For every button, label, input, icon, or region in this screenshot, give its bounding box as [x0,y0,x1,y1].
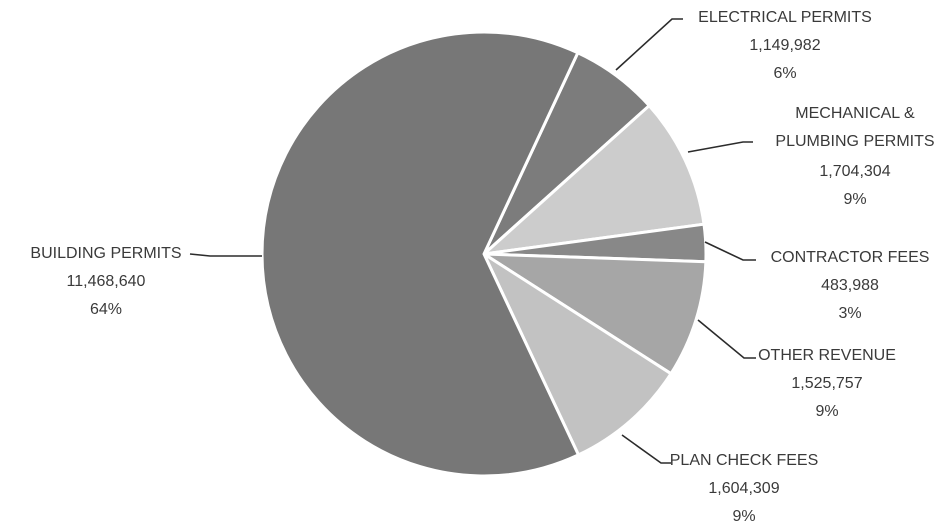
pie-slice-other-revenue [482,252,708,376]
pie-slices [260,30,708,478]
slice-percent-mechanical-plumbing-permits: 9% [843,191,866,208]
slice-value-building-permits: 11,468,640 [67,273,146,290]
slice-label-contractor-fees: CONTRACTOR FEES [771,249,930,266]
slice-value-contractor-fees: 483,988 [821,277,879,294]
slice-percent-electrical-permits: 6% [773,65,796,82]
slice-label-plan-check-fees: PLAN CHECK FEES [670,452,818,469]
leader-line-plan-check-fees [621,434,671,464]
slice-value-mechanical-plumbing-permits: 1,704,304 [819,163,890,180]
data-labels: ELECTRICAL PERMITS 1,149,982 6% MECHANICAL … [30,9,934,523]
leader-line-contractor-fees [704,241,756,261]
pie-slice-plan-check-fees [482,252,673,457]
slice-label-other-revenue: OTHER REVENUE [758,347,896,364]
pie-slice-building-permits [260,30,580,478]
slice-label-building-permits: BUILDING PERMITS [30,245,181,262]
slice-percent-plan-check-fees: 9% [732,508,755,523]
slice-percent-contractor-fees: 3% [838,305,861,322]
slice-label-line1-mechanical-plumbing-permits: MECHANICAL & [795,105,915,122]
slice-label-line2-mechanical-plumbing-permits: PLUMBING PERMITS [775,133,934,150]
pie-slice-mechanical-plumbing-permits [482,104,706,256]
leader-line-electrical-permits [615,18,683,71]
slice-percent-building-permits: 64% [90,301,122,318]
leader-line-building-permits [189,253,262,257]
slice-value-plan-check-fees: 1,604,309 [708,480,779,497]
leader-lines [189,18,756,464]
slice-value-other-revenue: 1,525,757 [791,375,862,392]
slice-label-electrical-permits: ELECTRICAL PERMITS [698,9,872,26]
slice-percent-other-revenue: 9% [815,403,838,420]
leader-line-other-revenue [697,319,756,359]
slice-value-electrical-permits: 1,149,982 [749,37,820,54]
leader-line-mechanical-plumbing-permits [687,141,753,153]
